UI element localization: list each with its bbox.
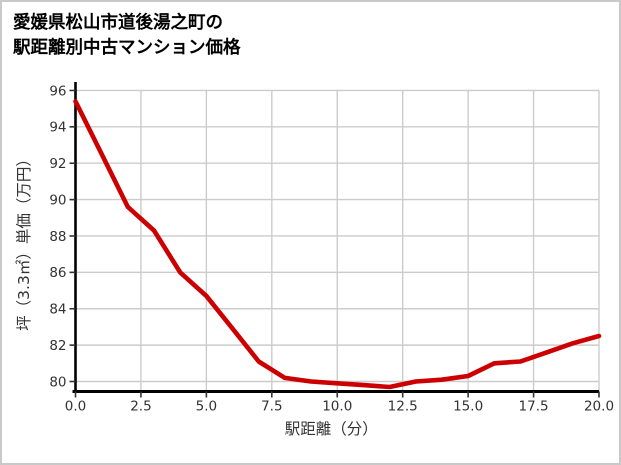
x-tick-label: 2.5 (130, 399, 151, 415)
x-axis-title: 駅距離（分） (285, 420, 378, 438)
x-tick-label: 0.0 (65, 399, 86, 415)
x-tick-label: 5.0 (196, 399, 217, 415)
y-tick-label: 94 (49, 120, 66, 136)
y-tick-label: 82 (49, 338, 66, 354)
x-tick-label: 7.5 (261, 399, 282, 415)
chart-title-line1: 愛媛県松山市道後湯之町の (13, 12, 223, 32)
x-tick-label: 20.0 (584, 399, 614, 415)
x-tick-label: 12.5 (388, 399, 418, 415)
y-axis-title: 坪（3.3㎡）単価（万円） (15, 151, 33, 331)
y-tick-label: 86 (49, 265, 66, 281)
x-tick-label: 17.5 (519, 399, 549, 415)
y-tick-label: 92 (49, 156, 66, 172)
price-line (73, 99, 602, 390)
y-tick-label: 88 (49, 229, 66, 245)
x-tick-label: 10.0 (322, 399, 352, 415)
y-tick-label: 96 (49, 83, 66, 99)
chart-title-line2: 駅距離別中古マンション価格 (13, 37, 241, 58)
x-tick-label: 15.0 (453, 399, 483, 415)
y-tick-label: 80 (49, 374, 66, 390)
y-tick-label: 84 (49, 302, 66, 318)
chart-title: 愛媛県松山市道後湯之町の 駅距離別中古マンション価格 (13, 10, 241, 61)
y-tick-label: 90 (49, 192, 66, 208)
